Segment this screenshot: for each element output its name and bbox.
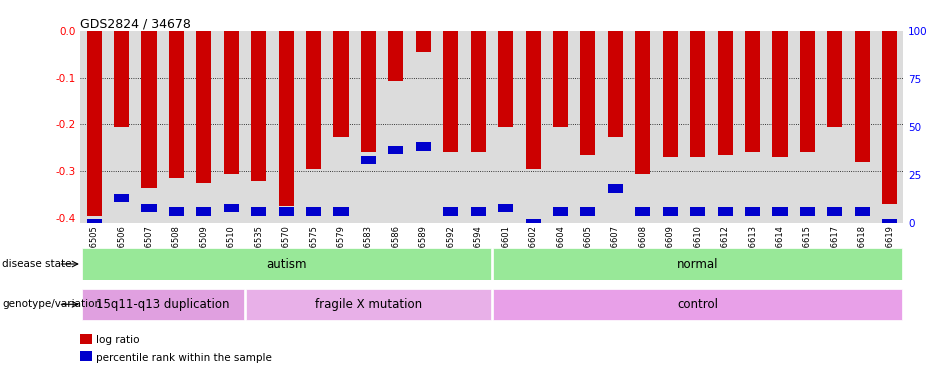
Bar	[81, 289, 244, 320]
Bar	[636, 31, 650, 174]
Bar	[745, 207, 760, 216]
Bar	[691, 31, 705, 157]
Bar	[416, 31, 430, 52]
Bar	[499, 204, 513, 212]
Bar	[389, 31, 403, 81]
Bar	[608, 184, 622, 193]
Bar	[334, 207, 348, 216]
Bar	[81, 248, 491, 280]
Bar	[691, 207, 705, 216]
Bar	[224, 31, 238, 174]
Bar	[416, 142, 430, 151]
Bar	[142, 204, 156, 212]
Bar	[855, 31, 869, 162]
Text: GDS2824 / 34678: GDS2824 / 34678	[80, 17, 191, 30]
Bar	[361, 31, 376, 152]
Bar	[718, 31, 732, 155]
Text: 15q11-q13 duplication: 15q11-q13 duplication	[96, 298, 230, 311]
Bar	[883, 219, 897, 227]
Bar	[663, 207, 677, 216]
Bar	[745, 31, 760, 152]
Text: disease state: disease state	[2, 259, 71, 269]
Bar	[773, 207, 787, 216]
Bar	[773, 31, 787, 157]
Bar	[361, 156, 376, 164]
Bar	[224, 204, 238, 212]
Bar	[169, 207, 184, 216]
Bar	[581, 207, 595, 216]
Bar	[526, 219, 540, 227]
Text: fragile X mutation: fragile X mutation	[315, 298, 422, 311]
Bar	[114, 31, 129, 127]
Bar	[279, 31, 293, 206]
Bar	[444, 207, 458, 216]
Bar	[87, 31, 101, 216]
Bar	[142, 31, 156, 188]
Bar	[334, 31, 348, 137]
Bar	[608, 31, 622, 137]
Bar	[883, 31, 897, 204]
Text: percentile rank within the sample: percentile rank within the sample	[96, 353, 272, 362]
Text: control: control	[677, 298, 718, 311]
Text: genotype/variation: genotype/variation	[2, 299, 101, 310]
Bar	[526, 31, 540, 169]
Bar	[581, 31, 595, 155]
Bar	[307, 31, 321, 169]
Bar	[197, 31, 211, 183]
Bar	[471, 207, 485, 216]
Bar	[252, 31, 266, 180]
Bar	[389, 146, 403, 154]
Bar	[800, 207, 815, 216]
Bar	[471, 31, 485, 152]
Bar	[252, 207, 266, 216]
Text: normal: normal	[677, 258, 718, 270]
Bar	[87, 219, 101, 227]
Bar	[718, 207, 732, 216]
Bar	[169, 31, 184, 178]
Text: log ratio: log ratio	[96, 335, 140, 345]
Bar	[828, 31, 842, 127]
Bar	[636, 207, 650, 216]
Bar	[828, 207, 842, 216]
Bar	[553, 207, 568, 216]
Bar	[444, 31, 458, 152]
Bar	[246, 289, 491, 320]
Bar	[553, 31, 568, 127]
Bar	[499, 31, 513, 127]
Bar	[114, 194, 129, 202]
Bar	[279, 207, 293, 216]
Bar	[197, 207, 211, 216]
Bar	[855, 207, 869, 216]
Bar	[663, 31, 677, 157]
Bar	[307, 207, 321, 216]
Bar	[493, 248, 902, 280]
Bar	[493, 289, 902, 320]
Text: autism: autism	[266, 258, 307, 270]
Bar	[800, 31, 815, 152]
